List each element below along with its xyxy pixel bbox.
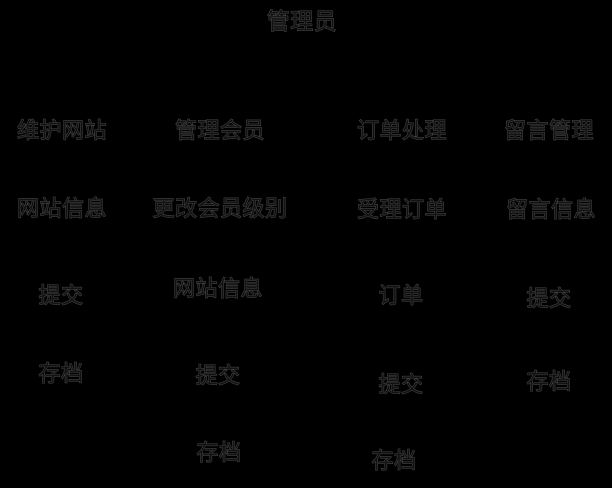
node-message-management: 留言管理 [503, 119, 595, 144]
node-archive-col1: 存档 [38, 362, 84, 387]
node-maintain-website: 维护网站 [16, 119, 108, 144]
node-submit-col1: 提交 [38, 284, 84, 309]
node-archive-col4: 存档 [526, 370, 572, 395]
node-submit-col2: 提交 [195, 364, 241, 389]
node-submit-col4: 提交 [526, 287, 572, 312]
node-order: 订单 [378, 284, 424, 309]
node-order-processing: 订单处理 [356, 119, 448, 144]
node-admin: 管理员 [266, 9, 338, 35]
node-manage-members: 管理会员 [174, 119, 266, 144]
node-accept-orders: 受理订单 [356, 198, 448, 223]
node-archive-col3: 存档 [371, 449, 417, 474]
node-archive-col2: 存档 [196, 441, 242, 466]
node-website-info-col2: 网站信息 [172, 277, 264, 302]
node-message-info: 留言信息 [505, 198, 597, 223]
node-change-member-level: 更改会员级别 [152, 197, 288, 222]
node-website-info-col1: 网站信息 [16, 197, 108, 222]
node-submit-col3: 提交 [378, 373, 424, 398]
